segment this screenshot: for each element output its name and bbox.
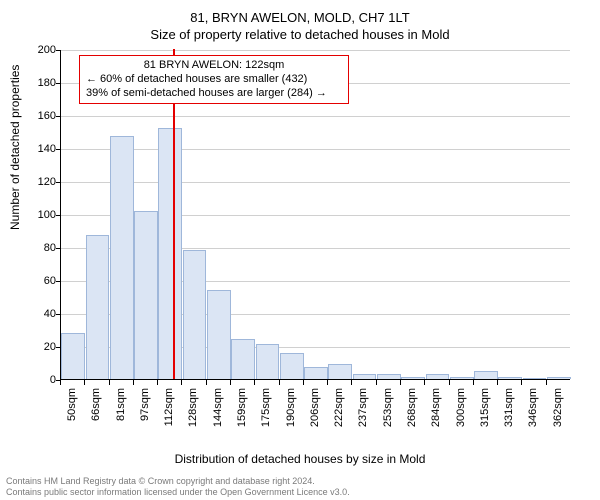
x-tick-label: 159sqm — [236, 388, 248, 430]
histogram-bar — [353, 374, 377, 379]
x-tick-label: 237sqm — [357, 388, 369, 430]
callout-line3: 39% of semi-detached houses are larger (… — [86, 87, 342, 101]
callout-line1: 81 BRYN AWELON: 122sqm — [86, 59, 342, 73]
histogram-bar — [231, 339, 255, 379]
y-tick-mark — [56, 248, 61, 249]
x-tick-mark — [230, 380, 231, 385]
x-tick-label: 97sqm — [139, 388, 151, 430]
y-tick-label: 40 — [16, 308, 56, 320]
x-tick-mark — [254, 380, 255, 385]
histogram-bar — [256, 344, 280, 379]
y-tick-mark — [56, 281, 61, 282]
x-tick-mark — [133, 380, 134, 385]
chart-area: 81 BRYN AWELON: 122sqm← 60% of detached … — [60, 50, 570, 420]
histogram-bar — [547, 377, 571, 379]
histogram-bar — [61, 333, 85, 379]
x-tick-label: 112sqm — [163, 388, 175, 430]
x-tick-label: 206sqm — [309, 388, 321, 430]
y-tick-label: 180 — [16, 77, 56, 89]
x-tick-label: 300sqm — [455, 388, 467, 430]
x-tick-mark — [327, 380, 328, 385]
x-tick-label: 144sqm — [212, 388, 224, 430]
x-tick-label: 268sqm — [406, 388, 418, 430]
x-tick-label: 284sqm — [430, 388, 442, 430]
y-tick-label: 100 — [16, 209, 56, 221]
y-tick-mark — [56, 116, 61, 117]
footer-line1: Contains HM Land Registry data © Crown c… — [6, 476, 350, 487]
footer-line2: Contains public sector information licen… — [6, 487, 350, 498]
x-tick-mark — [303, 380, 304, 385]
x-tick-mark — [351, 380, 352, 385]
y-tick-mark — [56, 50, 61, 51]
y-tick-mark — [56, 314, 61, 315]
x-tick-mark — [109, 380, 110, 385]
y-tick-label: 0 — [16, 374, 56, 386]
x-tick-mark — [157, 380, 158, 385]
x-tick-mark — [181, 380, 182, 385]
x-tick-label: 331sqm — [503, 388, 515, 430]
histogram-bar — [207, 290, 231, 379]
histogram-bar — [158, 128, 182, 379]
x-tick-label: 362sqm — [552, 388, 564, 430]
y-tick-label: 200 — [16, 44, 56, 56]
y-tick-label: 120 — [16, 176, 56, 188]
gridline — [61, 116, 570, 117]
chart-title-sub: Size of property relative to detached ho… — [0, 25, 600, 42]
x-tick-mark — [521, 380, 522, 385]
callout-box: 81 BRYN AWELON: 122sqm← 60% of detached … — [79, 55, 349, 104]
histogram-bar — [280, 353, 304, 379]
y-tick-mark — [56, 83, 61, 84]
y-tick-mark — [56, 215, 61, 216]
x-tick-label: 346sqm — [527, 388, 539, 430]
x-tick-mark — [206, 380, 207, 385]
x-tick-label: 190sqm — [285, 388, 297, 430]
x-tick-mark — [279, 380, 280, 385]
x-tick-mark — [400, 380, 401, 385]
footer-attribution: Contains HM Land Registry data © Crown c… — [6, 476, 350, 499]
histogram-bar — [183, 250, 207, 379]
histogram-bar — [450, 377, 474, 379]
histogram-bar — [498, 377, 522, 379]
histogram-bar — [401, 377, 425, 379]
y-tick-label: 60 — [16, 275, 56, 287]
x-tick-label: 253sqm — [382, 388, 394, 430]
x-tick-label: 222sqm — [333, 388, 345, 430]
plot-area: 81 BRYN AWELON: 122sqm← 60% of detached … — [60, 50, 570, 380]
histogram-bar — [86, 235, 110, 379]
x-axis-label: Distribution of detached houses by size … — [0, 452, 600, 466]
y-tick-mark — [56, 182, 61, 183]
chart-title-main: 81, BRYN AWELON, MOLD, CH7 1LT — [0, 0, 600, 25]
y-tick-label: 160 — [16, 110, 56, 122]
x-tick-label: 50sqm — [66, 388, 78, 430]
gridline — [61, 182, 570, 183]
y-tick-mark — [56, 149, 61, 150]
x-tick-mark — [473, 380, 474, 385]
x-tick-mark — [60, 380, 61, 385]
histogram-bar — [426, 374, 450, 379]
x-tick-label: 66sqm — [90, 388, 102, 430]
y-tick-label: 80 — [16, 242, 56, 254]
y-tick-label: 20 — [16, 341, 56, 353]
x-tick-label: 315sqm — [479, 388, 491, 430]
x-tick-label: 175sqm — [260, 388, 272, 430]
x-tick-label: 128sqm — [187, 388, 199, 430]
x-tick-mark — [449, 380, 450, 385]
x-tick-label: 81sqm — [115, 388, 127, 430]
histogram-bar — [134, 211, 158, 379]
histogram-bar — [110, 136, 134, 379]
x-tick-mark — [84, 380, 85, 385]
x-tick-mark — [546, 380, 547, 385]
y-tick-label: 140 — [16, 143, 56, 155]
x-tick-mark — [376, 380, 377, 385]
histogram-bar — [304, 367, 328, 379]
gridline — [61, 149, 570, 150]
histogram-bar — [523, 378, 547, 379]
x-tick-mark — [497, 380, 498, 385]
callout-line2: ← 60% of detached houses are smaller (43… — [86, 73, 342, 87]
histogram-bar — [328, 364, 352, 379]
histogram-bar — [377, 374, 401, 379]
histogram-bar — [474, 371, 498, 379]
x-tick-mark — [424, 380, 425, 385]
gridline — [61, 50, 570, 51]
